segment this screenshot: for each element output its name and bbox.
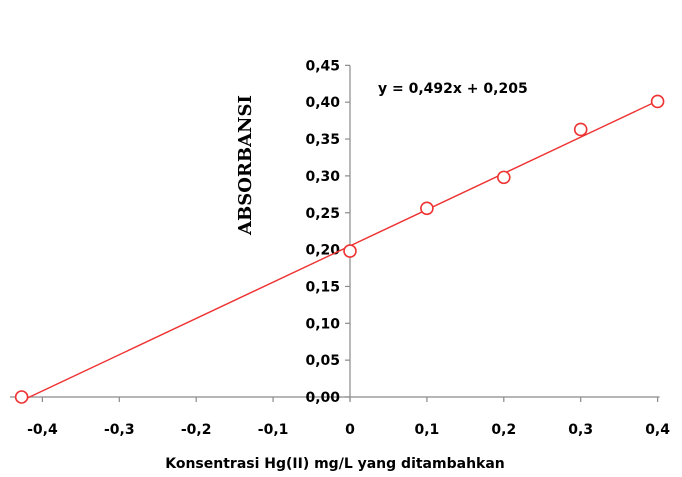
y-tick-label: 0,40 xyxy=(305,95,340,111)
tick-labels: -0,4 -0,3 -0,2 -0,1 0 0,1 0,2 0,3 0,4 0,00 0,05 0,1… xyxy=(27,58,670,438)
data-point xyxy=(420,201,434,216)
y-tick-label: 0,45 xyxy=(305,58,340,74)
x-tick-label: -0,1 xyxy=(258,422,289,438)
x-tick-label: 0,4 xyxy=(645,422,670,438)
data-point xyxy=(14,390,29,404)
data-points xyxy=(14,94,665,404)
x-tick-label: 0,1 xyxy=(414,422,439,438)
x-tick-label: 0,3 xyxy=(568,422,593,438)
y-tick-label: 0,05 xyxy=(305,353,340,369)
y-axis-title: ABSORBANSI xyxy=(235,95,256,236)
data-point xyxy=(496,170,511,185)
x-tick-label: -0,4 xyxy=(27,422,58,438)
x-tick-label: -0,2 xyxy=(181,422,212,438)
data-point xyxy=(650,94,665,109)
data-point xyxy=(343,244,357,258)
y-tick-label: 0,10 xyxy=(305,316,340,332)
y-tick-label: 0,20 xyxy=(305,243,340,259)
trendline-equation: y = 0,492x + 0,205 xyxy=(378,81,528,97)
y-tick-label: 0,15 xyxy=(305,279,340,295)
y-tick-label: 0,35 xyxy=(305,132,340,148)
axes xyxy=(10,64,660,402)
trendline xyxy=(21,100,658,402)
trendline-layer xyxy=(21,100,658,402)
x-tick-label: 0,2 xyxy=(491,422,516,438)
y-tick-label: 0,25 xyxy=(305,206,340,222)
x-tick-label: -0,3 xyxy=(104,422,135,438)
x-tick-label: 0 xyxy=(345,422,355,438)
y-tick-label: 0,00 xyxy=(305,390,340,406)
x-axis-title: Konsentrasi Hg(II) mg/L yang ditambahkan xyxy=(165,456,505,472)
data-point xyxy=(573,122,588,137)
y-tick-label: 0,30 xyxy=(305,169,340,185)
